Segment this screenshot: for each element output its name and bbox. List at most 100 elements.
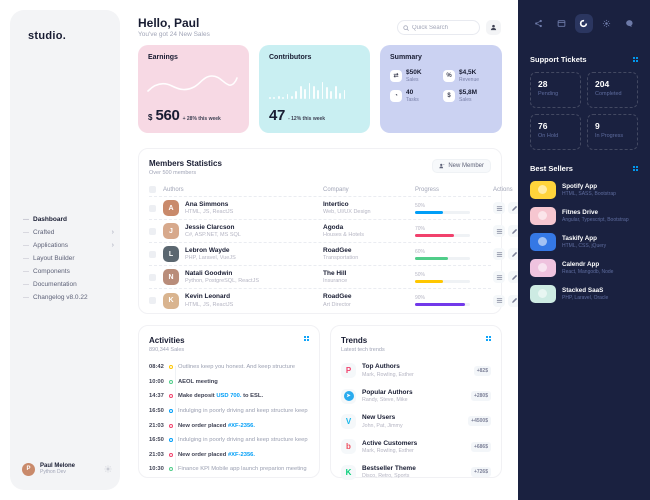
sliders-icon [496, 251, 502, 257]
best-seller-item[interactable]: Taskify App HTML, CSS, jQuery [530, 233, 638, 251]
ticket-tile-in-progress[interactable]: 9 In Progress [587, 114, 638, 150]
sliders-icon [496, 228, 502, 234]
trend-badge: +726$ [470, 467, 491, 478]
sidebar-item-layout-builder[interactable]: — Layout Builder [23, 252, 114, 265]
menu-dots-icon[interactable] [633, 57, 638, 62]
trend-item[interactable]: P Top Authors Mark, Rowling, Esther +82$ [341, 358, 491, 383]
chat-button[interactable] [620, 14, 638, 33]
edit-action-button[interactable] [508, 202, 520, 214]
timeline-item[interactable]: 10:00 AEOL meeting [149, 378, 218, 385]
row-checkbox[interactable] [149, 204, 156, 212]
pencil-icon [511, 297, 517, 303]
author-name[interactable]: Kevin Leonard [185, 293, 231, 301]
deposit-link[interactable]: USD 700. [216, 393, 242, 400]
members-title: Members Statistics [149, 159, 222, 168]
sidebar-item-changelog[interactable]: — Changelog v8.0.22 [23, 291, 114, 304]
row-checkbox[interactable] [149, 250, 156, 258]
row-checkbox[interactable] [149, 227, 156, 235]
dashboard-button[interactable] [575, 14, 593, 33]
settings-action-button[interactable] [493, 271, 505, 283]
company-field: Web, UI/UX Design [323, 209, 371, 216]
timeline-item[interactable]: 21:03 New order placed #XF-2356. [149, 451, 256, 458]
timeline-bullet-icon [169, 423, 173, 428]
contributors-card[interactable]: Contributors 47 - 12% this week [259, 45, 370, 133]
new-member-button[interactable]: New Member [432, 159, 491, 173]
settings-action-button[interactable] [493, 225, 505, 237]
sidebar-item-dashboard[interactable]: — Dashboard [23, 213, 114, 226]
order-link[interactable]: #XF-2356. [227, 422, 256, 429]
summary-card[interactable]: Summary ⇄ $50K Sales % $4,5K Revenue ◔ 4… [380, 45, 502, 133]
activities-title: Activities [149, 336, 185, 345]
author-name[interactable]: Natali Goodwin [185, 269, 233, 277]
select-all-checkbox[interactable] [149, 186, 156, 193]
settings-button[interactable] [598, 14, 616, 33]
table-row: L Lebron Wayde PHP, Laravel, VueJS RoadG… [149, 243, 535, 266]
person-plus-icon [439, 163, 445, 169]
edit-action-button[interactable] [508, 248, 520, 260]
edit-action-button[interactable] [508, 271, 520, 283]
sidebar-nav: — Dashboard — Crafted › — Applications ›… [23, 213, 114, 304]
user-menu-button[interactable] [486, 20, 501, 35]
settings-action-button[interactable] [493, 294, 505, 307]
user-profile[interactable]: P Paul Melone Python Dev [22, 460, 112, 478]
members-statistics-panel: Members Statistics Over 500 members New … [138, 148, 535, 314]
best-seller-item[interactable]: Spotify App HTML, SASS, Bootstrap [530, 181, 638, 199]
menu-dots-icon[interactable] [633, 166, 638, 171]
app-thumbnail [530, 233, 556, 251]
chevron-right-icon: › [111, 229, 114, 236]
table-row: A Ana Simmons HTML, JS, ReactJS Intertic… [149, 197, 535, 220]
window-icon [557, 20, 566, 27]
company-field: Houses & Hotels [323, 232, 364, 239]
author-name[interactable]: Lebron Wayde [185, 246, 230, 254]
ticket-tile-on-hold[interactable]: 76 On Hold [530, 114, 581, 150]
sidebar-item-documentation[interactable]: — Documentation [23, 278, 114, 291]
ticket-tile-completed[interactable]: 204 Completed [587, 72, 638, 108]
row-checkbox[interactable] [149, 297, 156, 304]
gear-icon[interactable] [104, 460, 112, 478]
ticket-tile-pending[interactable]: 28 Pending [530, 72, 581, 108]
trend-item[interactable]: ➤ Popular Authors Randy, Steve, Mike +28… [341, 383, 491, 408]
vimeo-icon: V [341, 413, 356, 429]
edit-action-button[interactable] [508, 225, 520, 237]
author-skills: PHP, Laravel, VueJS [185, 255, 236, 262]
sidebar-item-components[interactable]: — Components [23, 265, 114, 278]
best-seller-item[interactable]: Stacked SaaS PHP, Laravel, Oracle [530, 285, 638, 303]
trend-item[interactable]: b Active Customers Mark, Rowling, Esther… [341, 434, 491, 459]
progress-bar [415, 210, 470, 214]
author-name[interactable]: Jessie Clarcson [185, 223, 235, 231]
author-skills: HTML, JS, ReactJS [185, 301, 234, 308]
timeline-bullet-icon [169, 438, 173, 443]
timeline-item[interactable]: 14:37 Make deposit USD 700. to ESL. [149, 393, 264, 400]
search-icon [403, 24, 409, 31]
search-input[interactable] [412, 24, 474, 31]
timeline-item[interactable]: 08:42 Outlines keep you honest. And keep… [149, 364, 295, 371]
timeline-item[interactable]: 21:03 New order placed #XF-2356. [149, 422, 256, 429]
menu-dots-icon[interactable] [304, 336, 309, 341]
trend-item[interactable]: K Bestseller Theme Disco, Retro, Sports … [341, 460, 491, 485]
profile-role: Python Dev [40, 469, 66, 475]
sidebar-item-crafted[interactable]: — Crafted › [23, 226, 114, 239]
row-checkbox[interactable] [149, 273, 156, 281]
column-authors: Authors [163, 186, 184, 193]
earnings-card[interactable]: Earnings $ 560 + 28% this week [138, 45, 249, 133]
settings-action-button[interactable] [493, 202, 505, 214]
share-button[interactable] [530, 14, 548, 33]
best-seller-item[interactable]: Fitnes Drive Angular, Typescript, Bootst… [530, 207, 638, 225]
sidebar-item-applications[interactable]: — Applications › [23, 239, 114, 252]
timeline-item[interactable]: 10:30 Finance KPI Mobile app launch prep… [149, 466, 307, 473]
trend-item[interactable]: V New Users John, Pat, Jimmy +4500$ [341, 409, 491, 434]
progress-bar [415, 256, 470, 260]
trends-title: Trends [341, 336, 368, 345]
order-link[interactable]: #XF-2356. [227, 451, 256, 458]
settings-action-button[interactable] [493, 248, 505, 260]
timeline-item[interactable]: 16:50 Indulging in poorly driving and ke… [149, 437, 309, 444]
nav-label: Documentation [33, 281, 77, 288]
best-seller-item[interactable]: Calendr App React, Mangodb, Node [530, 259, 638, 277]
edit-action-button[interactable] [508, 294, 520, 307]
window-button[interactable] [553, 14, 571, 33]
menu-dots-icon[interactable] [486, 336, 491, 341]
author-name[interactable]: Ana Simmons [185, 200, 229, 208]
nav-label: Crafted [33, 229, 55, 236]
gear-icon [602, 19, 611, 28]
timeline-item[interactable]: 16:50 Indulging in poorly driving and ke… [149, 408, 309, 415]
